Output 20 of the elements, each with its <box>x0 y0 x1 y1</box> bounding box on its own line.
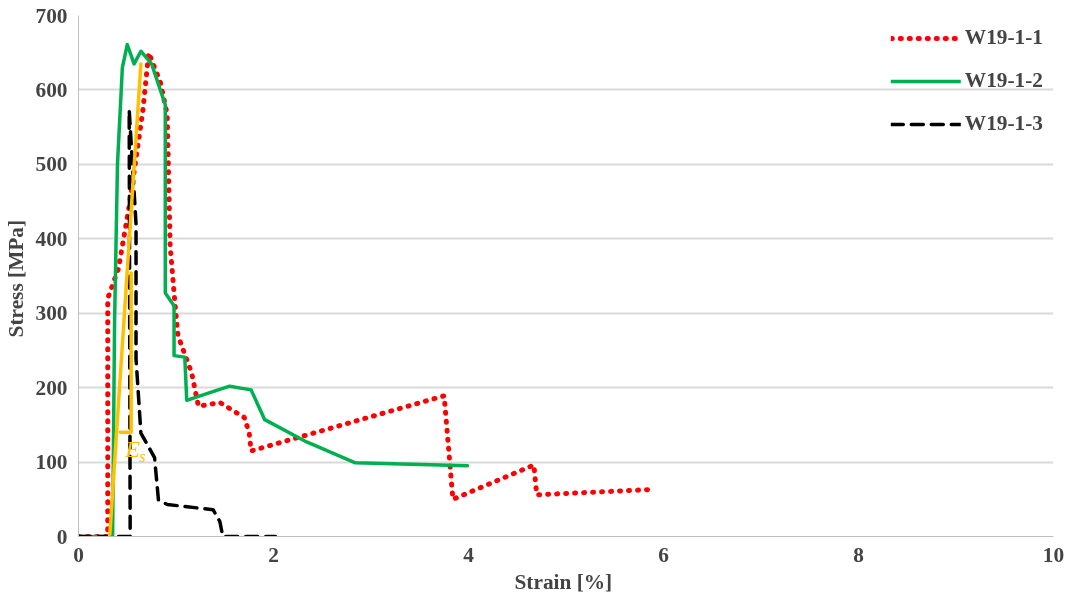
x-tick-label: 10 <box>1042 542 1065 567</box>
legend-label: W19-1-3 <box>964 111 1043 136</box>
y-tick-label: 400 <box>35 226 68 251</box>
y-tick-label: 500 <box>35 152 68 177</box>
x-tick-label: 8 <box>853 542 864 567</box>
y-tick-label: 200 <box>35 375 68 400</box>
y-tick-label: 0 <box>56 524 68 549</box>
legend-label: W19-1-1 <box>964 25 1043 50</box>
x-tick-label: 2 <box>268 542 279 567</box>
y-tick-label: 700 <box>35 3 68 28</box>
x-axis-title: Strain [%] <box>514 569 613 594</box>
x-tick-label: 0 <box>73 542 84 567</box>
x-tick-label: 4 <box>463 542 475 567</box>
y-axis-title: Stress [MPa] <box>3 219 28 338</box>
legend-label: W19-1-2 <box>964 68 1043 93</box>
y-tick-label: 600 <box>35 77 68 102</box>
y-tick-label: 100 <box>35 450 68 475</box>
x-tick-label: 6 <box>658 542 670 567</box>
y-tick-label: 300 <box>35 301 68 326</box>
line-series <box>78 108 278 537</box>
